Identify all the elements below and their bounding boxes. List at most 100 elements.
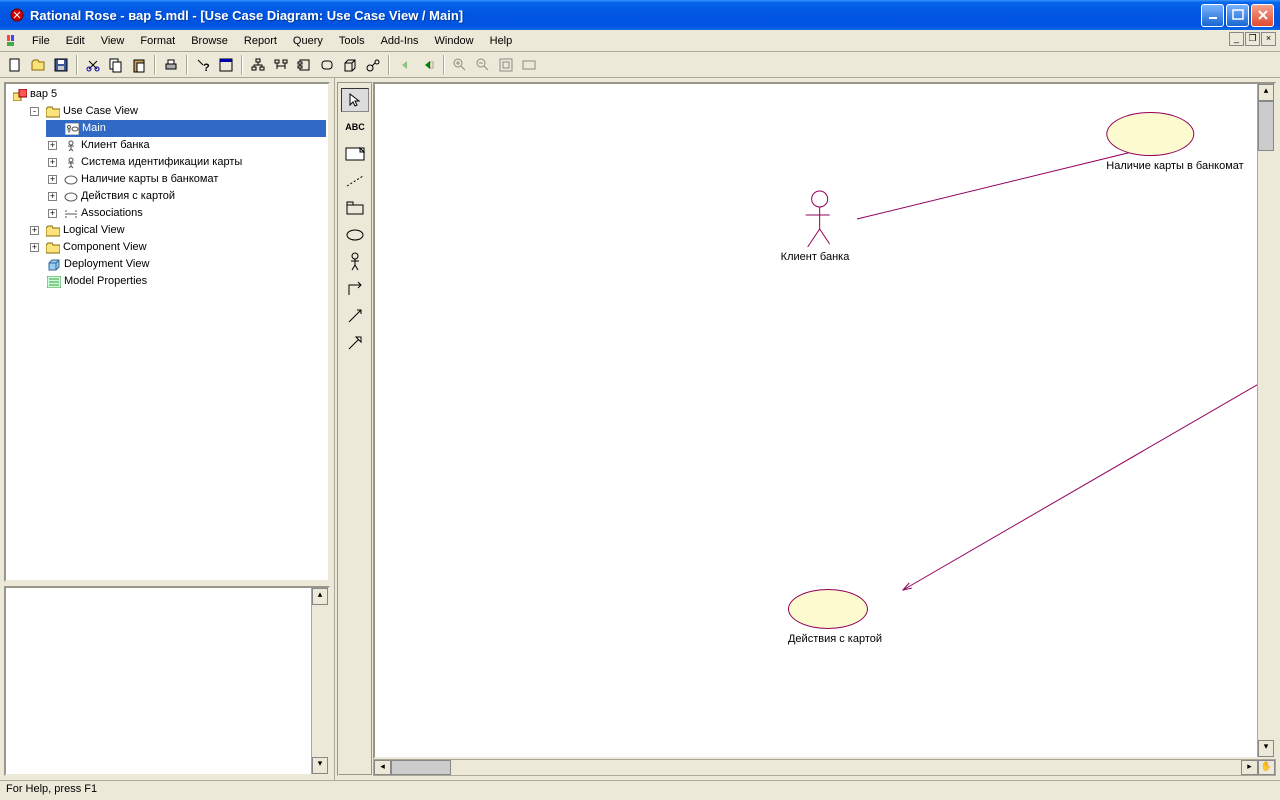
tree-item-3-label: Действия с картой	[81, 188, 175, 205]
actor-tool[interactable]	[341, 250, 369, 274]
actor-client-label: Клиент банка	[781, 251, 850, 263]
minimize-button[interactable]	[1201, 4, 1224, 27]
browse-class-button[interactable]	[247, 54, 269, 76]
browse-state-button[interactable]	[316, 54, 338, 76]
menu-view[interactable]: View	[93, 33, 133, 49]
usecase-icon	[63, 173, 78, 186]
anchor-tool[interactable]	[341, 169, 369, 193]
pan-icon[interactable]: ✋	[1258, 760, 1275, 775]
menu-help[interactable]: Help	[482, 33, 521, 49]
expand-icon[interactable]: +	[48, 175, 57, 184]
menubar: File Edit View Format Browse Report Quer…	[0, 30, 1280, 52]
mdi-restore-button[interactable]: ❐	[1245, 32, 1260, 46]
tree-model-properties[interactable]: Model Properties	[28, 273, 326, 290]
dependency-tool[interactable]	[341, 304, 369, 328]
diagram-canvas[interactable]: Клиент банка Система идентификации карты	[373, 82, 1276, 759]
text-tool[interactable]: ABC	[341, 115, 369, 139]
save-button[interactable]	[50, 54, 72, 76]
expand-icon[interactable]: +	[48, 141, 57, 150]
properties-icon	[46, 275, 61, 288]
menu-browse[interactable]: Browse	[183, 33, 236, 49]
expand-icon[interactable]: +	[48, 158, 57, 167]
open-button[interactable]	[27, 54, 49, 76]
usecase-card-actions[interactable]: Действия с картой	[788, 589, 882, 645]
back-button[interactable]	[394, 54, 416, 76]
new-button[interactable]	[4, 54, 26, 76]
tree-logical-view[interactable]: +Logical View	[28, 222, 326, 239]
forward-button[interactable]	[417, 54, 439, 76]
expand-icon[interactable]: +	[30, 243, 39, 252]
tree-item-4-label: Associations	[81, 205, 143, 222]
scrollbar-vertical[interactable]: ▴ ▾	[311, 588, 328, 774]
menu-addins[interactable]: Add-Ins	[373, 33, 427, 49]
actor-client[interactable]: Клиент банка	[781, 189, 850, 263]
close-button[interactable]	[1251, 4, 1274, 27]
tree-item-3[interactable]: + Действия с картой	[46, 188, 326, 205]
browse-interaction-button[interactable]	[270, 54, 292, 76]
pointer-tool[interactable]	[341, 88, 369, 112]
view-doc-button[interactable]	[215, 54, 237, 76]
mdi-minimize-button[interactable]: _	[1229, 32, 1244, 46]
tree-item-0-label: Клиент банка	[81, 137, 150, 154]
tree-dv-label: Deployment View	[64, 256, 149, 273]
expand-icon[interactable]: +	[30, 226, 39, 235]
tree-root[interactable]: вар 5	[10, 86, 326, 103]
documentation-pane[interactable]: ▴ ▾	[4, 586, 330, 776]
menu-query[interactable]: Query	[285, 33, 331, 49]
browse-deployment-button[interactable]	[339, 54, 361, 76]
browse-parent-button[interactable]	[362, 54, 384, 76]
package-tool[interactable]	[341, 196, 369, 220]
toolbar: ?	[0, 52, 1280, 78]
tree-mp-label: Model Properties	[64, 273, 147, 290]
menu-tools[interactable]: Tools	[331, 33, 373, 49]
tree-item-1[interactable]: +Система идентификации карты	[46, 154, 326, 171]
expand-icon[interactable]: +	[48, 209, 57, 218]
mdi-close-button[interactable]: ×	[1261, 32, 1276, 46]
usecase-icon	[63, 190, 78, 203]
status-text: For Help, press F1	[6, 783, 97, 795]
actor-icon	[800, 189, 830, 249]
help-button[interactable]: ?	[192, 54, 214, 76]
usecase-tool[interactable]	[341, 223, 369, 247]
tree-use-case-view[interactable]: - Use Case View	[28, 103, 326, 120]
maximize-button[interactable]	[1226, 4, 1249, 27]
expand-icon[interactable]: +	[48, 192, 57, 201]
menu-file[interactable]: File	[24, 33, 58, 49]
menu-report[interactable]: Report	[236, 33, 285, 49]
tree-item-0[interactable]: + Клиент банка	[46, 137, 326, 154]
menu-edit[interactable]: Edit	[58, 33, 93, 49]
window-buttons	[1201, 4, 1274, 27]
main-area: вар 5 - Use Case View	[0, 78, 1280, 780]
zoom-out-button[interactable]	[472, 54, 494, 76]
print-button[interactable]	[160, 54, 182, 76]
note-tool[interactable]	[341, 142, 369, 166]
paste-button[interactable]	[128, 54, 150, 76]
menu-format[interactable]: Format	[132, 33, 183, 49]
zoom-in-button[interactable]	[449, 54, 471, 76]
tree-component-view[interactable]: +Component View	[28, 239, 326, 256]
left-panel: вар 5 - Use Case View	[0, 78, 335, 780]
deployment-icon	[46, 258, 61, 271]
undo-fit-button[interactable]	[518, 54, 540, 76]
generalization-tool[interactable]	[341, 331, 369, 355]
usecase-oval	[788, 589, 868, 629]
association-tool[interactable]	[341, 277, 369, 301]
scrollbar-horizontal[interactable]: ◂ ▸ ✋	[373, 759, 1276, 776]
copy-button[interactable]	[105, 54, 127, 76]
actor-icon	[63, 139, 78, 152]
usecase-card-presence[interactable]: Наличие карты в банкомат	[1106, 112, 1243, 172]
fit-button[interactable]	[495, 54, 517, 76]
actor-icon	[63, 156, 78, 169]
tree-item-2[interactable]: +Наличие карты в банкомат	[46, 171, 326, 188]
usecase-2-label: Действия с картой	[788, 633, 882, 645]
cut-button[interactable]	[82, 54, 104, 76]
diagram-icon	[64, 122, 79, 135]
collapse-icon[interactable]: -	[30, 107, 39, 116]
scrollbar-vertical[interactable]: ▴ ▾	[1257, 84, 1274, 757]
tree-main[interactable]: Main	[46, 120, 326, 137]
menu-window[interactable]: Window	[427, 33, 482, 49]
browser-tree[interactable]: вар 5 - Use Case View	[4, 82, 330, 582]
tree-item-4[interactable]: + Associations	[46, 205, 326, 222]
tree-deployment-view[interactable]: Deployment View	[28, 256, 326, 273]
browse-component-button[interactable]	[293, 54, 315, 76]
